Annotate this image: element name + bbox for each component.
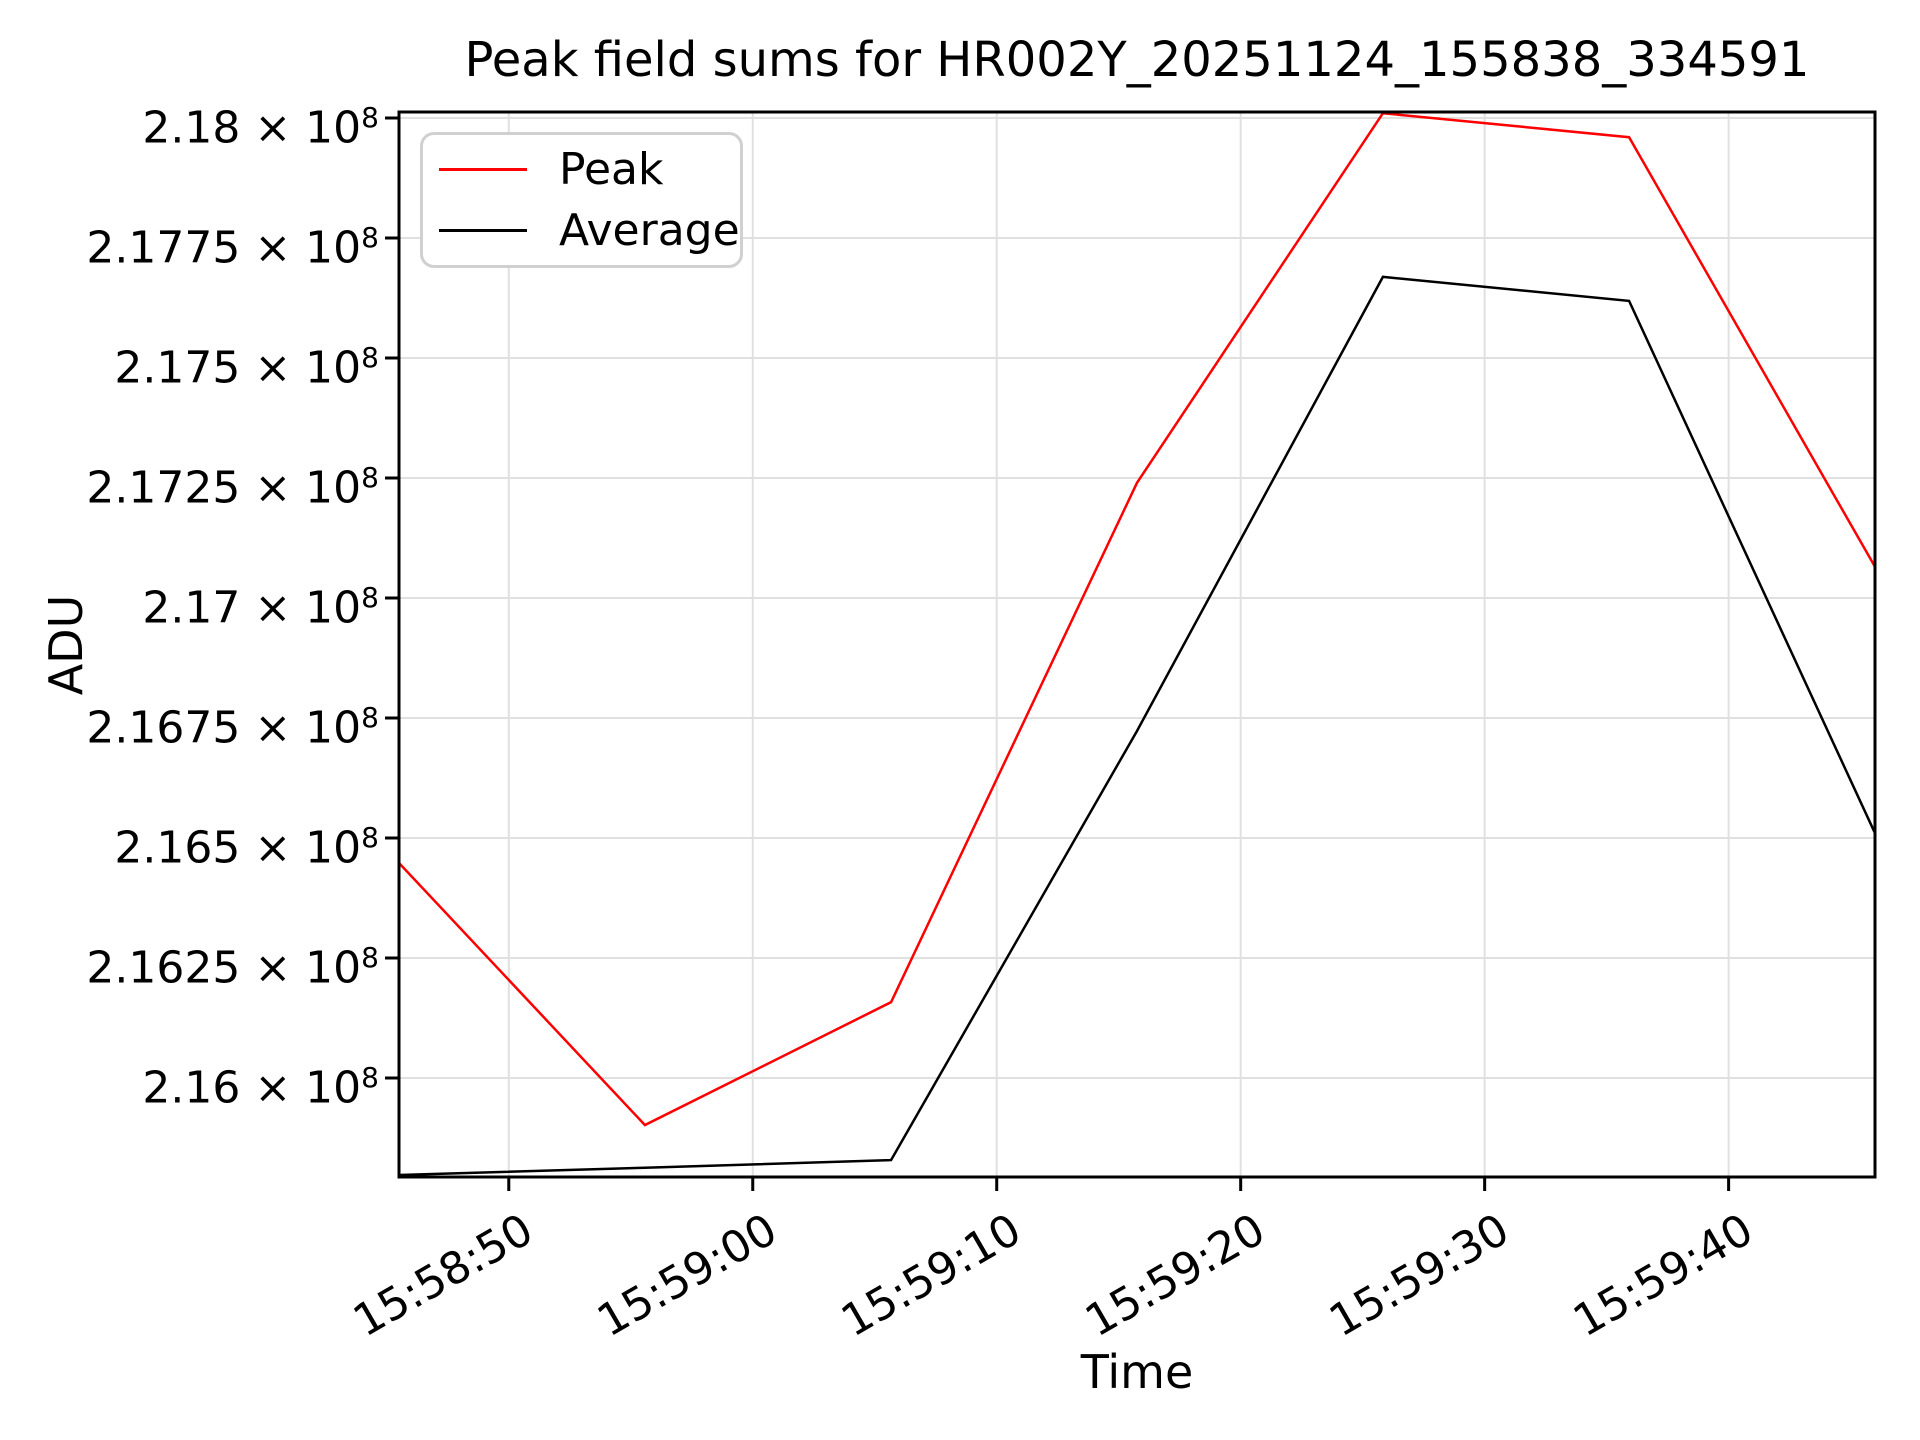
- legend-item-peak: Peak: [423, 144, 740, 195]
- average-line-swatch: [439, 228, 527, 232]
- plot-border: [397, 110, 1877, 1179]
- y-tick-label: 2.1625 × 108: [86, 941, 379, 994]
- y-tick-label: 2.16 × 108: [142, 1061, 379, 1114]
- legend-label-average: Average: [559, 204, 740, 256]
- x-axis-label: Time: [1080, 1345, 1194, 1399]
- y-tick-label: 2.1775 × 108: [86, 221, 379, 274]
- y-tick-label: 2.17 × 108: [142, 581, 379, 634]
- y-tick-label: 2.18 × 108: [142, 101, 379, 154]
- y-tick-label: 2.1675 × 108: [86, 701, 379, 754]
- y-tick-label: 2.165 × 108: [114, 821, 379, 874]
- legend: Peak Average: [420, 132, 743, 268]
- legend-label-peak: Peak: [559, 144, 664, 196]
- peak-line-swatch: [439, 168, 527, 172]
- legend-item-average: Average: [423, 205, 740, 256]
- y-tick-label: 2.1725 × 108: [86, 461, 379, 514]
- y-tick-label: 2.175 × 108: [114, 341, 379, 394]
- chart-title: Peak field sums for HR002Y_20251124_1558…: [464, 32, 1810, 88]
- average-line: [398, 275, 1877, 1177]
- peak-line: [398, 111, 1877, 1127]
